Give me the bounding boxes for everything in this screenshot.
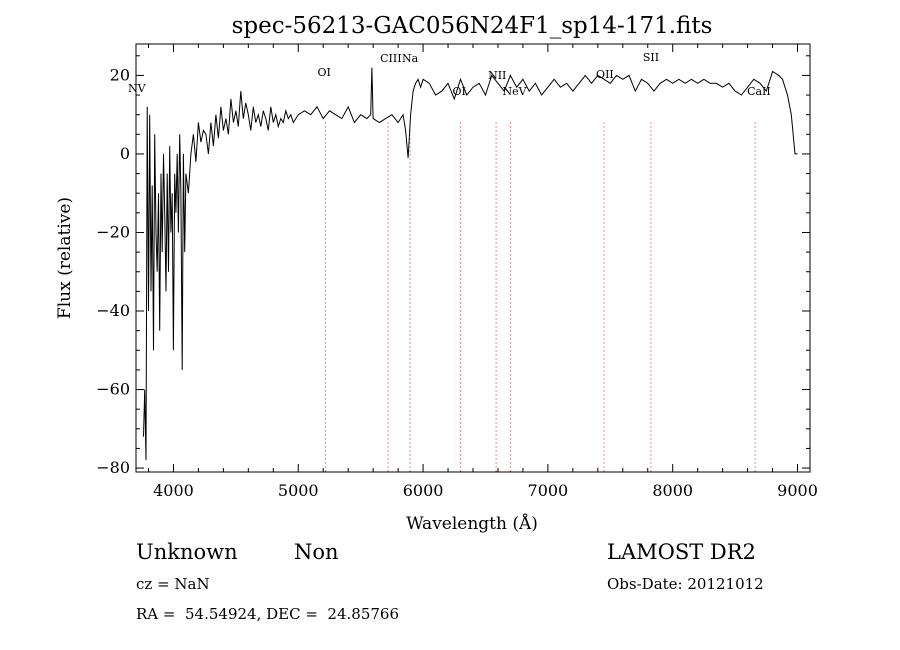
y-axis-label: Flux (relative) <box>55 197 75 319</box>
chart-title: spec-56213-GAC056N24F1_sp14-171.fits <box>232 13 713 39</box>
obs-date: Obs-Date: 20121012 <box>607 575 764 593</box>
line-label: OI <box>453 85 466 98</box>
line-label: NII <box>488 69 506 82</box>
x-tick-label: 8000 <box>652 481 693 500</box>
y-tick-label: −60 <box>96 380 130 399</box>
y-tick-label: 20 <box>110 65 130 84</box>
y-tick-label: −80 <box>96 458 130 477</box>
y-tick-label: 0 <box>120 144 130 163</box>
line-label: CIII <box>380 52 401 65</box>
object-class: Unknown <box>136 540 238 564</box>
emission-line-markers <box>324 122 756 472</box>
survey-name: LAMOST DR2 <box>607 540 756 564</box>
line-label: SII <box>643 51 659 64</box>
redshift-text: cz = NaN <box>136 575 210 593</box>
x-tick-label: 9000 <box>777 481 818 500</box>
line-label: Na <box>402 52 419 65</box>
line-label: NV <box>128 82 147 95</box>
x-tick-label: 6000 <box>403 481 444 500</box>
object-subclass: Non <box>294 540 339 564</box>
line-label: NeV <box>502 85 527 98</box>
emission-line-labels: NV OI CIII Na OI NII NeV OII SII CaII <box>128 51 771 98</box>
y-tick-label: −20 <box>96 222 130 241</box>
x-tick-label: 5000 <box>278 481 319 500</box>
x-axis-label: Wavelength (Å) <box>406 513 538 534</box>
x-tick-label: 4000 <box>153 481 194 500</box>
x-axis: 4000 5000 6000 7000 8000 9000 <box>147 44 818 500</box>
line-label: CaII <box>747 85 771 98</box>
line-label: OI <box>317 66 330 79</box>
line-label: OII <box>596 68 614 81</box>
plot-frame <box>135 43 811 473</box>
y-tick-label: −40 <box>96 301 130 320</box>
x-tick-label: 7000 <box>528 481 569 500</box>
y-axis: −80 −60 −40 −20 0 20 <box>96 55 810 477</box>
coordinates: RA = 54.54924, DEC = 24.85766 <box>136 605 400 623</box>
spectrum-line <box>143 67 798 461</box>
